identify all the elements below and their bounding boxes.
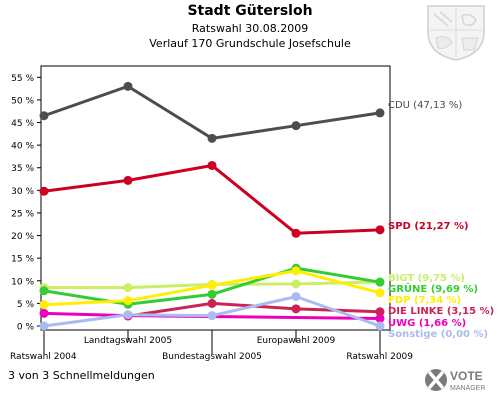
votemanager-logo: VOTE MANAGER	[425, 369, 485, 392]
series-point-1	[207, 160, 217, 170]
series-point-7	[39, 321, 49, 331]
logo-vote: VOTE	[450, 369, 483, 383]
series-point-4	[207, 280, 217, 290]
series-label-7: Sonstige (0,00 %)	[388, 329, 488, 340]
series-point-3	[39, 286, 49, 296]
series-point-1	[375, 225, 385, 235]
series-point-2	[123, 283, 133, 293]
series-point-1	[291, 228, 301, 238]
series-point-4	[291, 266, 301, 276]
y-tick-label: 55 %	[11, 74, 34, 84]
logo-manager: MANAGER	[450, 385, 485, 392]
series-label-2: BIGT (9,75 %)	[388, 273, 465, 284]
y-tick-label: 0 %	[17, 323, 35, 333]
series-point-0	[207, 133, 217, 143]
y-tick-label: 35 %	[11, 164, 34, 174]
x-tick-label: Bundestagswahl 2005	[162, 352, 262, 362]
series-point-4	[39, 300, 49, 310]
series-point-7	[123, 310, 133, 320]
series-point-7	[375, 321, 385, 331]
series-label-6: UWG (1,66 %)	[388, 318, 466, 329]
series-label-0: CDU (47,13 %)	[388, 100, 462, 111]
coat-of-arms-icon	[427, 5, 485, 61]
series-point-5	[291, 304, 301, 314]
series-point-7	[207, 311, 217, 321]
series-point-0	[39, 111, 49, 121]
series-point-0	[291, 121, 301, 131]
y-tick-label: 20 %	[11, 232, 34, 242]
series-label-4: FDP (7,34 %)	[388, 295, 461, 306]
y-tick-label: 45 %	[11, 119, 34, 129]
x-tick-label: Landtagswahl 2005	[84, 336, 172, 346]
y-tick-label: 25 %	[11, 209, 34, 219]
series-point-7	[291, 292, 301, 302]
y-tick-label: 10 %	[11, 277, 34, 287]
y-tick-label: 50 %	[11, 96, 34, 106]
series-point-0	[123, 81, 133, 91]
plot-area	[40, 65, 391, 331]
series-point-5	[375, 307, 385, 317]
series-label-1: SPD (21,27 %)	[388, 221, 469, 232]
series-label-5: DIE LINKE (3,15 %)	[388, 306, 494, 317]
y-tick-label: 30 %	[11, 187, 34, 197]
series-point-3	[375, 277, 385, 287]
footer-text: 3 von 3 Schnellmeldungen	[8, 369, 155, 382]
series-point-0	[375, 108, 385, 118]
x-tick-label: Europawahl 2009	[257, 336, 336, 346]
chart-subtitle-2: Verlauf 170 Grundschule Josefschule	[149, 37, 351, 50]
x-tick-label: Ratswahl 2009	[346, 352, 413, 362]
y-tick-label: 15 %	[11, 255, 34, 265]
y-tick-label: 5 %	[17, 300, 35, 310]
series-point-4	[123, 296, 133, 306]
series-point-2	[291, 279, 301, 289]
y-tick-label: 40 %	[11, 142, 34, 152]
x-tick-label: Ratswahl 2004	[10, 352, 77, 362]
chart-subtitle: Ratswahl 30.08.2009	[191, 22, 309, 35]
series-point-1	[39, 186, 49, 196]
series-point-5	[207, 298, 217, 308]
series-point-3	[207, 289, 217, 299]
series-point-4	[375, 288, 385, 298]
series-label-3: GRÜNE (9,69 %)	[388, 281, 478, 295]
chart-title: Stadt Gütersloh	[187, 3, 313, 19]
series-point-6	[375, 313, 385, 323]
series-point-1	[123, 175, 133, 185]
series-point-6	[39, 308, 49, 318]
